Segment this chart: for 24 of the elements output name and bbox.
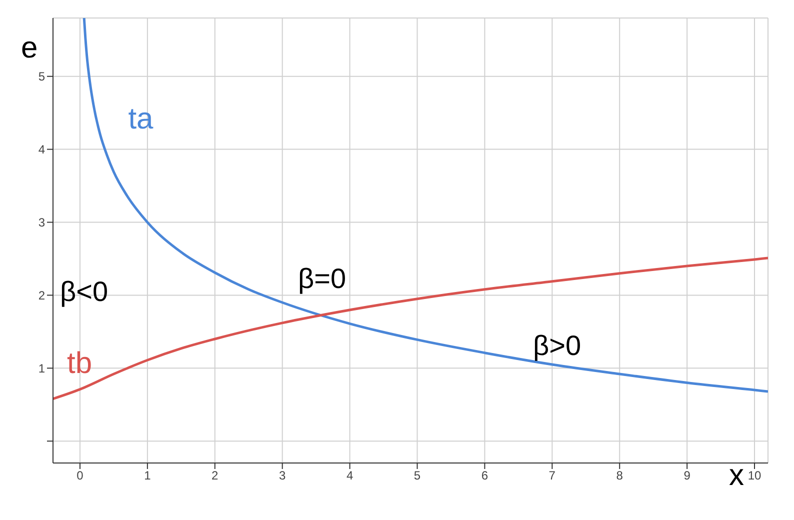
series-label: tb [67, 346, 92, 380]
x-tick-label: 4 [346, 468, 354, 483]
x-axis-title: x [729, 459, 744, 492]
annotation: β>0 [533, 330, 582, 362]
x-tick-label: 8 [616, 468, 624, 483]
y-axis-title: e [21, 31, 38, 64]
x-tick-label: 2 [212, 468, 219, 483]
x-tick-label: 9 [684, 468, 691, 483]
x-tick-label: 10 [748, 468, 762, 483]
x-tick-label: 0 [76, 468, 84, 483]
x-tick-label: 5 [414, 468, 421, 483]
y-tick-label: 5 [38, 70, 46, 84]
annotation: β=0 [298, 263, 346, 295]
annotation: β<0 [60, 276, 108, 308]
x-tick-label: 3 [278, 468, 286, 483]
y-tick-label: 3 [38, 216, 46, 230]
series-label: ta [128, 102, 154, 136]
y-tick-label: 1 [38, 361, 46, 376]
x-tick-label: 6 [481, 468, 488, 483]
line-series [53, 256, 768, 400]
x-tick-label: 1 [144, 468, 152, 483]
x-tick-label: 7 [548, 468, 556, 483]
y-tick-label: 2 [38, 288, 46, 302]
y-tick-label: 4 [38, 142, 46, 157]
